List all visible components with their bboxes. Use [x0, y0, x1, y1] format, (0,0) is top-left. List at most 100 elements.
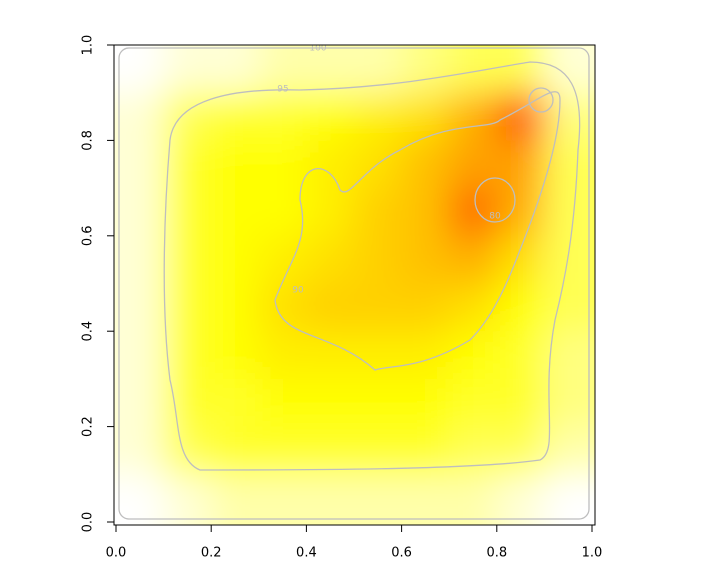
- heat-cell: [401, 283, 451, 333]
- contour: [474, 177, 516, 223]
- heat-cell: [114, 235, 165, 285]
- x-tick-label: 0.0: [106, 546, 127, 561]
- heat-cell: [354, 331, 403, 380]
- heat-cell: [354, 378, 403, 428]
- contour-label: 80: [489, 212, 501, 222]
- heat-cell: [354, 283, 403, 333]
- heat-cell: [496, 331, 546, 380]
- heat-cell: [496, 140, 546, 190]
- heat-cell: [163, 331, 213, 380]
- heat-cell: [544, 45, 595, 94]
- heat-cell: [163, 426, 213, 476]
- heat-cell: [163, 45, 213, 94]
- x-tick-label: 0.6: [391, 546, 412, 561]
- contour-label: 90: [292, 286, 304, 296]
- heat-cell: [306, 188, 355, 237]
- heat-cell: [544, 378, 595, 428]
- heat-cell: [211, 378, 260, 428]
- heat-cell: [306, 283, 355, 333]
- heat-cell: [114, 283, 165, 333]
- contour-label: 100: [309, 44, 326, 54]
- x-tick-label: 1.0: [582, 546, 603, 561]
- heat-cell: [211, 426, 260, 476]
- heat-cell: [496, 92, 546, 142]
- heat-cell: [306, 474, 355, 525]
- heat-cell: [354, 140, 403, 190]
- heat-cell: [163, 188, 213, 237]
- contour-label: 95: [277, 85, 288, 95]
- heat-cell: [114, 426, 165, 476]
- heat-cell: [354, 188, 403, 237]
- heat-cell: [449, 474, 498, 525]
- heat-cell: [211, 45, 260, 94]
- heat-cell: [449, 188, 498, 237]
- heat-cell: [114, 92, 165, 142]
- heat-cell: [258, 331, 308, 380]
- heat-cell: [258, 92, 308, 142]
- heat-cell: [258, 140, 308, 190]
- heat-cell: [211, 331, 260, 380]
- contour: [528, 87, 554, 113]
- contour: [163, 61, 581, 471]
- heat-cell: [449, 283, 498, 333]
- heat-cell: [114, 140, 165, 190]
- heat-cell: [163, 474, 213, 525]
- heat-cell: [401, 378, 451, 428]
- heat-cell: [306, 378, 355, 428]
- heat-cell: [401, 188, 451, 237]
- heat-cell: [306, 92, 355, 142]
- heat-cell: [211, 474, 260, 525]
- heat-cell: [401, 45, 451, 94]
- heat-cell: [354, 474, 403, 525]
- heat-cell: [258, 426, 308, 476]
- heat-cell: [258, 235, 308, 285]
- heat-cell: [544, 474, 595, 525]
- heat-cell: [306, 140, 355, 190]
- heat-cell: [496, 283, 546, 333]
- heat-cell: [114, 45, 165, 94]
- heat-cell: [306, 235, 355, 285]
- y-tick-label: 0.4: [81, 321, 96, 342]
- heat-cell: [544, 426, 595, 476]
- heat-cell: [354, 235, 403, 285]
- heat-cell: [258, 378, 308, 428]
- plot-area: 100 95 90 80: [114, 44, 595, 525]
- x-tick-label: 0.2: [201, 546, 222, 561]
- y-tick-label: 0.8: [81, 130, 96, 151]
- heat-cell: [258, 474, 308, 525]
- heat-cell: [258, 45, 308, 94]
- heat-cells: [114, 45, 595, 525]
- heat-cell: [211, 140, 260, 190]
- heat-cell: [258, 283, 308, 333]
- heat-cell: [544, 188, 595, 237]
- contour: [274, 91, 561, 371]
- heat-cell: [496, 235, 546, 285]
- y-tick-label: 0.6: [81, 225, 96, 246]
- heat-cell: [114, 378, 165, 428]
- heat-cell: [211, 188, 260, 237]
- heat-cell: [306, 331, 355, 380]
- heat-cell: [401, 140, 451, 190]
- heat-cell: [449, 235, 498, 285]
- heat-cell: [496, 426, 546, 476]
- heat-cell: [401, 331, 451, 380]
- heat-cell: [306, 426, 355, 476]
- heat-cell: [306, 45, 355, 94]
- heat-cell: [163, 283, 213, 333]
- heat-cell: [449, 378, 498, 428]
- y-tick-label: 0.2: [81, 416, 96, 437]
- heat-cell: [544, 283, 595, 333]
- heat-cell: [496, 474, 546, 525]
- heat-cell: [496, 188, 546, 237]
- y-tick-label: 0.0: [81, 512, 96, 533]
- heat-cell: [496, 378, 546, 428]
- heat-cell: [114, 331, 165, 380]
- heat-cell: [544, 331, 595, 380]
- heat-cell: [354, 45, 403, 94]
- heat-cell: [163, 235, 213, 285]
- heat-cell: [496, 45, 546, 94]
- heat-cell: [114, 188, 165, 237]
- heat-cell: [211, 235, 260, 285]
- heat-cell: [211, 283, 260, 333]
- contour: [118, 47, 590, 520]
